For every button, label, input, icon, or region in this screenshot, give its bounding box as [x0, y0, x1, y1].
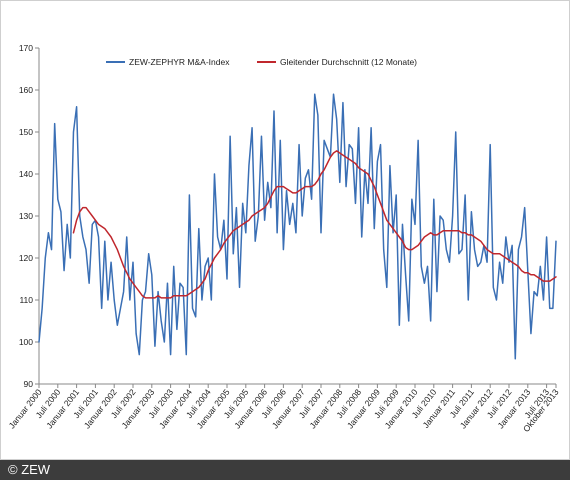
y-tick-label: 140	[19, 169, 33, 179]
y-tick-label: 90	[24, 379, 34, 389]
y-tick-label: 100	[19, 337, 33, 347]
series-line-index	[38, 93, 557, 360]
y-tick-label: 110	[19, 295, 33, 305]
chart-frame: 90 100 110 120 130 140 150 160 170 Januar 2000 Ju…	[0, 0, 570, 460]
y-tick-label: 150	[19, 127, 33, 137]
y-tick-label: 120	[19, 253, 33, 263]
series-line-moving-average	[72, 150, 557, 299]
y-ticks: 90 100 110 120 130 140 150 160 170	[19, 43, 39, 389]
line-chart: 90 100 110 120 130 140 150 160 170 Januar 2000Ju…	[7, 43, 561, 434]
legend-label-moving-average: Gleitender Durchschnitt (12 Monate)	[280, 57, 417, 67]
y-tick-label: 170	[19, 43, 33, 53]
series-layer	[38, 93, 557, 360]
copyright-credit: © ZEW	[8, 462, 51, 477]
legend: ZEW-ZEPHYR M&A-Index Gleitender Durchsch…	[106, 57, 417, 67]
legend-label-index: ZEW-ZEPHYR M&A-Index	[129, 57, 230, 67]
y-tick-label: 160	[19, 85, 33, 95]
footer-bar: © ZEW	[0, 460, 570, 480]
y-tick-label: 130	[19, 211, 33, 221]
